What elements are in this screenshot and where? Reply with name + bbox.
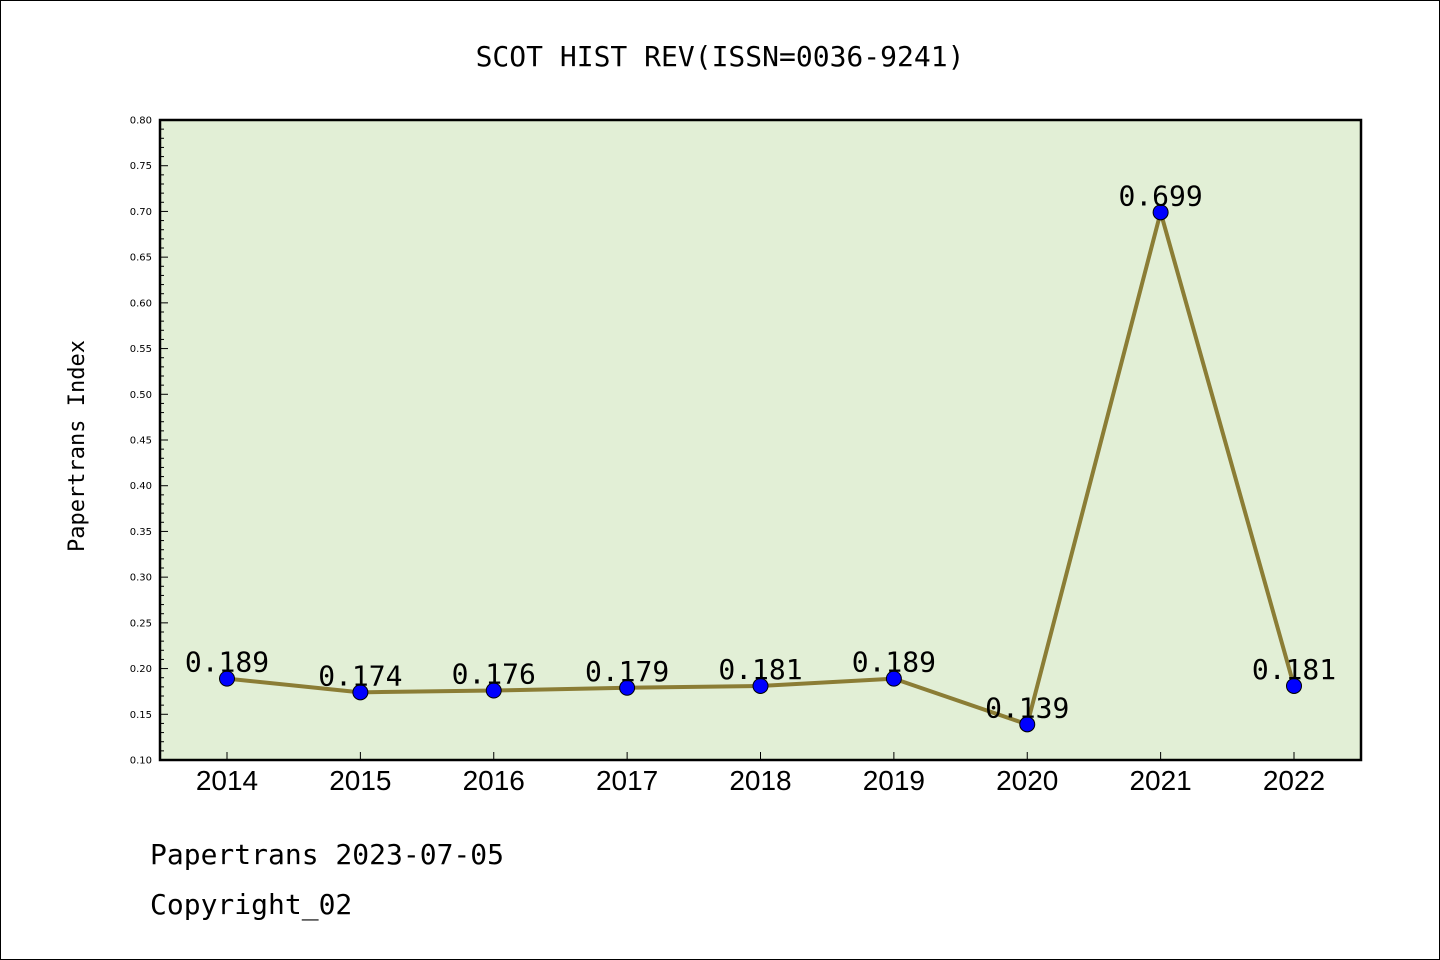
x-axis-ticks: 2014 2015 2016 2017 2018 2019 2020 2021 2022 — [196, 752, 1325, 796]
x-tick-label: 2021 — [1129, 765, 1191, 796]
data-label: 0.181 — [1252, 653, 1336, 686]
x-tick-label: 2015 — [329, 765, 391, 796]
y-tick-label: 0.80 — [130, 116, 152, 127]
footer-copyright: Copyright_02 — [150, 888, 352, 922]
x-tick-label: 2020 — [996, 765, 1058, 796]
x-tick-label: 2022 — [1263, 765, 1325, 796]
data-point — [1019, 716, 1036, 733]
series — [219, 204, 1302, 733]
data-label: 0.176 — [452, 658, 536, 691]
x-tick-label: 2018 — [729, 765, 791, 796]
y-tick-label: 0.50 — [130, 390, 152, 401]
y-tick-label: 0.10 — [130, 756, 152, 767]
data-point — [619, 679, 636, 696]
data-label: 0.699 — [1118, 179, 1202, 212]
data-label: 0.189 — [852, 646, 936, 679]
y-tick-label: 0.30 — [130, 573, 152, 584]
data-label: 0.139 — [985, 691, 1069, 724]
data-point — [752, 677, 769, 694]
y-tick-label: 0.40 — [130, 481, 152, 492]
y-tick-label: 0.70 — [130, 207, 152, 218]
y-tick-label: 0.35 — [130, 527, 152, 538]
data-point — [219, 670, 235, 687]
y-tick-label: 0.55 — [130, 344, 152, 355]
x-tick-label: 2019 — [863, 765, 925, 796]
y-tick-label: 0.20 — [130, 664, 152, 675]
data-point — [352, 684, 369, 701]
plot-area — [158, 118, 1363, 762]
data-label: 0.179 — [585, 655, 669, 688]
y-tick-label: 0.60 — [130, 298, 152, 309]
data-label: 0.174 — [318, 659, 402, 692]
data-point — [1286, 677, 1302, 694]
footer-date: Papertrans 2023-07-05 — [150, 838, 504, 871]
y-tick-label: 0.45 — [130, 436, 152, 447]
y-axis-label: Papertrans Index — [65, 340, 90, 552]
x-tick-label: 2014 — [196, 765, 258, 796]
y-axis-ticks: 0.10 0.15 0.20 0.25 0.30 0.35 0.40 0.45 0.50 0.55… — [130, 116, 168, 767]
data-point — [485, 682, 502, 699]
y-tick-label: 0.75 — [130, 161, 152, 172]
x-tick-label: 2017 — [596, 765, 658, 796]
chart-title: SCOT HIST REV(ISSN=0036-9241) — [476, 40, 965, 73]
y-tick-label: 0.15 — [130, 710, 152, 721]
data-label: 0.181 — [718, 653, 802, 686]
data-point — [885, 670, 902, 687]
y-tick-label: 0.65 — [130, 253, 152, 264]
data-label: 0.189 — [185, 646, 269, 679]
x-tick-label: 2016 — [463, 765, 525, 796]
y-tick-label: 0.25 — [130, 618, 152, 629]
data-labels: 0.189 0.174 0.176 0.179 0.181 0.189 0.139 0.699… — [185, 179, 1336, 724]
data-point — [1152, 204, 1169, 221]
